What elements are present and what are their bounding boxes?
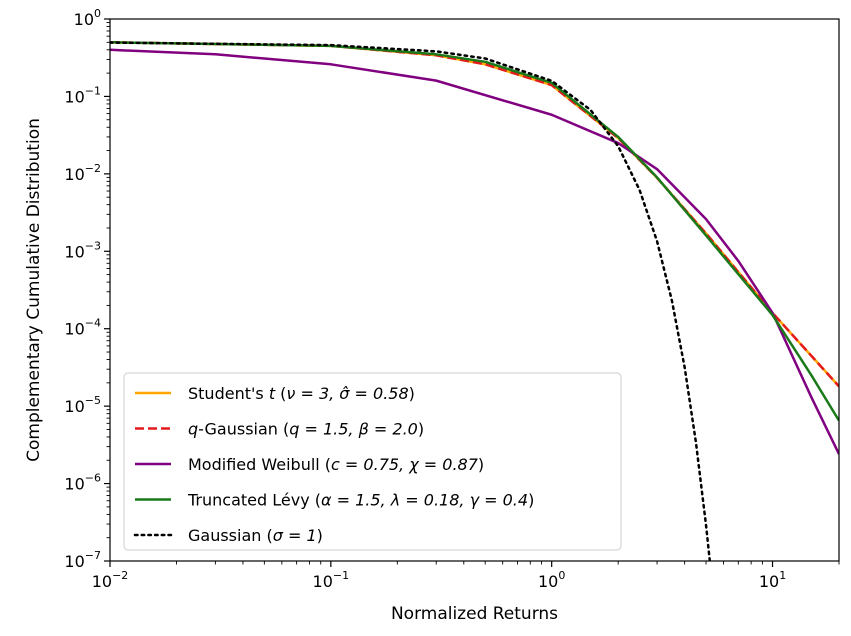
x-tick-label-1: 10−1 bbox=[313, 569, 350, 591]
y-tick-label-2: 10−2 bbox=[64, 162, 101, 184]
y-tick-label-5: 10−5 bbox=[64, 394, 101, 416]
legend-label-0: Student's t (ν = 3, σ̂ = 0.58) bbox=[188, 384, 415, 403]
y-tick-label-7: 10−7 bbox=[64, 549, 101, 571]
legend-label-3: Truncated Lévy (α = 1.5, λ = 0.18, γ = 0… bbox=[187, 491, 534, 510]
y-tick-label-6: 10−6 bbox=[64, 472, 101, 494]
plot-frame bbox=[109, 18, 840, 562]
x-axis-label: Normalized Returns bbox=[391, 604, 558, 624]
legend-label-2: Modified Weibull (c = 0.75, χ = 0.87) bbox=[188, 455, 484, 474]
legend: Student's t (ν = 3, σ̂ = 0.58) q-Gaussian… bbox=[123, 372, 622, 551]
y-tick-label-3: 10−3 bbox=[64, 239, 101, 261]
y-tick-label-4: 10−4 bbox=[64, 317, 101, 339]
y-tick-label-0: 100 bbox=[74, 7, 101, 29]
x-tick-label-2: 100 bbox=[538, 569, 565, 591]
series-line-3 bbox=[110, 41, 839, 422]
y-axis-label: Complementary Cumulative Distribution bbox=[24, 118, 44, 462]
series-layer bbox=[110, 41, 839, 561]
ticks-layer: 10−2 10−1 100 101 100 10−1 10−2 10−3 10−4 10−5 10−… bbox=[64, 7, 840, 591]
legend-label-1: q-Gaussian (q = 1.5, β = 2.0) bbox=[188, 420, 424, 439]
series-line-4 bbox=[110, 41, 712, 561]
legend-box bbox=[123, 372, 622, 551]
y-tick-label-1: 10−1 bbox=[64, 84, 101, 106]
legend-label-4: Gaussian (σ = 1) bbox=[188, 526, 323, 545]
x-tick-label-0: 10−2 bbox=[92, 569, 129, 591]
x-tick-label-3: 101 bbox=[759, 569, 786, 591]
